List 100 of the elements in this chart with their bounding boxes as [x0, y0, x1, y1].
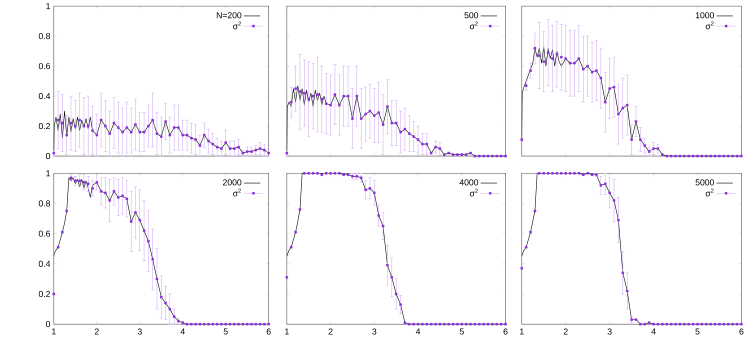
point — [661, 322, 664, 326]
point — [718, 154, 721, 158]
point — [74, 179, 77, 182]
legend-label: 5000 — [696, 179, 714, 186]
point — [86, 124, 90, 128]
point — [382, 224, 384, 228]
point — [121, 194, 124, 197]
point — [740, 322, 743, 326]
point — [709, 154, 712, 158]
point — [590, 173, 594, 176]
legend-label: σ$^{2}$ — [233, 21, 241, 30]
point — [61, 230, 64, 234]
point — [399, 130, 402, 134]
x-tick-label: 1 — [52, 328, 56, 334]
point — [608, 87, 611, 90]
point — [600, 184, 602, 186]
point — [447, 152, 450, 154]
y-tick-label: 0.8 — [38, 32, 50, 39]
point — [78, 179, 81, 182]
point — [617, 112, 620, 116]
point — [639, 322, 642, 326]
point — [172, 315, 176, 318]
point — [298, 90, 302, 93]
x-tick-label: 4 — [651, 328, 656, 334]
point — [186, 134, 188, 136]
point — [342, 173, 345, 176]
x-tick-label: 5 — [460, 328, 464, 334]
point — [500, 154, 502, 158]
point — [91, 129, 94, 132]
point — [496, 154, 498, 158]
point — [316, 172, 319, 174]
point — [644, 322, 646, 326]
point — [622, 106, 624, 110]
point — [390, 122, 394, 124]
point — [346, 173, 350, 176]
point — [263, 322, 266, 326]
point — [705, 322, 708, 326]
point — [496, 322, 498, 326]
point — [242, 322, 244, 326]
point — [546, 51, 550, 54]
point — [126, 126, 128, 129]
point — [329, 172, 332, 174]
point — [661, 153, 664, 156]
point — [52, 292, 56, 296]
point — [687, 154, 690, 158]
point — [228, 147, 232, 150]
point — [443, 153, 446, 156]
point — [438, 147, 442, 150]
point — [91, 186, 94, 190]
point — [164, 302, 167, 304]
point — [172, 126, 176, 129]
point — [408, 132, 411, 135]
point — [456, 153, 459, 156]
point — [556, 172, 558, 174]
legend-label: σ$^{2}$ — [470, 21, 478, 30]
point — [736, 154, 738, 158]
point — [364, 112, 367, 116]
x-tick-label: 5 — [224, 328, 228, 334]
point — [190, 322, 193, 326]
point — [117, 126, 120, 129]
point — [147, 240, 150, 242]
point — [491, 322, 494, 326]
y-tick-label: 0 — [46, 152, 50, 159]
point — [524, 84, 528, 87]
point — [86, 182, 90, 185]
x-tick-label: 5 — [695, 328, 700, 334]
point — [360, 117, 362, 120]
legend-label: σ$^{2}$ — [233, 188, 241, 196]
point — [421, 322, 424, 326]
point — [346, 94, 350, 98]
point — [486, 322, 490, 326]
point — [434, 146, 437, 148]
point — [250, 150, 253, 153]
point — [298, 208, 302, 211]
x-tick-label: 6 — [739, 328, 744, 334]
point — [564, 57, 567, 60]
y-tick-label: 1 — [46, 170, 50, 176]
point — [452, 153, 454, 156]
point — [368, 110, 372, 112]
point — [250, 322, 253, 326]
point — [334, 172, 336, 174]
point — [648, 321, 650, 324]
point — [590, 70, 594, 74]
point — [656, 322, 660, 326]
point — [164, 120, 167, 123]
y-tick-label: 0.6 — [38, 230, 50, 236]
x-tick-label: 1 — [285, 328, 289, 334]
point — [112, 190, 116, 192]
point — [714, 154, 716, 158]
point — [482, 154, 485, 158]
y-tick-label: 0.2 — [38, 290, 50, 297]
point — [356, 94, 358, 98]
point — [586, 172, 589, 174]
point — [237, 322, 240, 326]
point — [538, 54, 541, 57]
point — [342, 94, 345, 98]
point — [386, 105, 389, 108]
point — [578, 172, 580, 174]
point — [524, 246, 528, 248]
point — [134, 211, 137, 214]
